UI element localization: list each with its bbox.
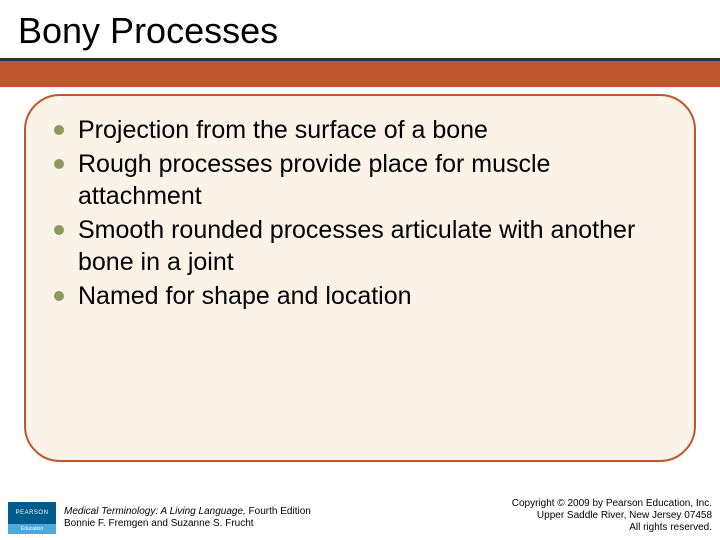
logo-bottom: Education	[8, 524, 56, 534]
footer: PEARSON Education Medical Terminology: A…	[0, 498, 720, 534]
list-item: Rough processes provide place for muscle…	[54, 148, 666, 212]
bullet-icon	[54, 159, 64, 169]
bullet-text: Named for shape and location	[78, 280, 412, 312]
book-info: Medical Terminology: A Living Language, …	[64, 506, 311, 530]
footer-left: PEARSON Education Medical Terminology: A…	[8, 502, 311, 534]
logo-top: PEARSON	[8, 502, 56, 524]
book-title-line: Medical Terminology: A Living Language, …	[64, 506, 311, 518]
book-edition: Fourth Edition	[246, 506, 311, 517]
accent-bar	[0, 61, 720, 87]
list-item: Projection from the surface of a bone	[54, 114, 666, 146]
bullet-icon	[54, 291, 64, 301]
bullet-icon	[54, 125, 64, 135]
bullet-text: Smooth rounded processes articulate with…	[78, 214, 666, 278]
content-box: Projection from the surface of a bone Ro…	[24, 94, 696, 462]
pearson-logo: PEARSON Education	[8, 502, 56, 534]
bullet-text: Projection from the surface of a bone	[78, 114, 488, 146]
copyright-line: Upper Saddle River, New Jersey 07458	[512, 510, 712, 522]
slide-title: Bony Processes	[18, 10, 720, 52]
bullet-list: Projection from the surface of a bone Ro…	[54, 114, 666, 312]
list-item: Smooth rounded processes articulate with…	[54, 214, 666, 278]
list-item: Named for shape and location	[54, 280, 666, 312]
bullet-icon	[54, 225, 64, 235]
copyright-line: All rights reserved.	[512, 522, 712, 534]
copyright-line: Copyright © 2009 by Pearson Education, I…	[512, 498, 712, 510]
book-title: Medical Terminology: A Living Language,	[64, 506, 246, 517]
footer-right: Copyright © 2009 by Pearson Education, I…	[512, 498, 712, 534]
bullet-text: Rough processes provide place for muscle…	[78, 148, 666, 212]
book-authors: Bonnie F. Fremgen and Suzanne S. Frucht	[64, 518, 311, 530]
title-area: Bony Processes	[0, 0, 720, 52]
